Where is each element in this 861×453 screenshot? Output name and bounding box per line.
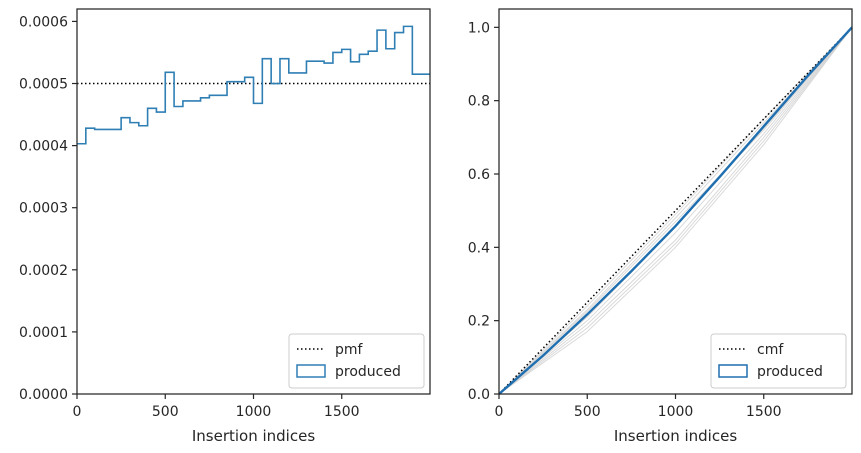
legend-produced-marker — [296, 364, 326, 378]
legend-produced-label: produced — [335, 364, 401, 380]
x-tick-label: 500 — [574, 404, 601, 420]
produced-cdf-line — [498, 26, 853, 395]
legend-cmf-label: cmf — [757, 342, 784, 358]
y-tick-label: 0.0003 — [19, 201, 68, 217]
x-axis-label-right: Insertion indices — [614, 427, 737, 445]
y-tick-label: 0.6 — [468, 167, 490, 183]
axes-ticks-right: 0 500 1000 1500 0.0 0.2 0.4 0.6 0.8 1.0 — [468, 20, 782, 420]
y-tick-label: 0.0001 — [19, 325, 68, 341]
plot-area-left — [77, 25, 430, 145]
legend-left: pmf produced — [288, 333, 425, 389]
legend-box — [288, 333, 425, 389]
x-tick-label: 1500 — [746, 404, 782, 420]
plot-area-right — [498, 26, 853, 395]
axes-frame-right — [498, 8, 853, 395]
background-trace-line — [498, 27, 853, 395]
x-tick-label: 1000 — [658, 404, 694, 420]
legend-produced-marker — [718, 364, 748, 378]
legend-produced-label: produced — [757, 364, 823, 380]
y-tick-label: 0.0002 — [19, 263, 68, 279]
legend-pmf-label: pmf — [335, 342, 364, 358]
chart-cmf: 0 500 1000 1500 0.0 0.2 0.4 0.6 0.8 1.0 Insertion… — [468, 8, 853, 445]
y-tick-label: 0.0 — [468, 387, 490, 403]
axes-frame-left — [76, 8, 431, 395]
y-tick-label: 0.4 — [468, 240, 490, 256]
x-tick-label: 0 — [73, 404, 82, 420]
background-trace-line — [498, 27, 853, 395]
chart-pmf-histogram: 0 500 1000 1500 0.0000 0.0001 0.0002 0.0003 0.00… — [19, 8, 431, 445]
y-tick-label: 0.8 — [468, 94, 490, 110]
y-tick-label: 0.0005 — [19, 77, 68, 93]
y-tick-label: 0.2 — [468, 314, 490, 330]
x-tick-label: 1000 — [236, 404, 272, 420]
y-tick-label: 0.0000 — [19, 387, 68, 403]
x-tick-label: 500 — [152, 404, 179, 420]
y-tick-label: 1.0 — [468, 20, 490, 36]
produced-histogram-step — [77, 25, 430, 145]
cmf-reference-line — [498, 26, 853, 395]
x-axis-label-left: Insertion indices — [192, 427, 315, 445]
x-tick-label: 0 — [495, 404, 504, 420]
y-tick-label: 0.0006 — [19, 14, 68, 30]
y-tick-label: 0.0004 — [19, 139, 68, 155]
legend-box — [710, 333, 847, 389]
legend-right: cmf produced — [710, 333, 847, 389]
background-trace-line — [498, 27, 853, 395]
background-trace-line — [498, 27, 853, 395]
x-tick-label: 1500 — [324, 404, 360, 420]
background-trace-line — [498, 27, 853, 395]
axes-ticks-left: 0 500 1000 1500 0.0000 0.0001 0.0002 0.0003 0.00… — [19, 14, 360, 420]
